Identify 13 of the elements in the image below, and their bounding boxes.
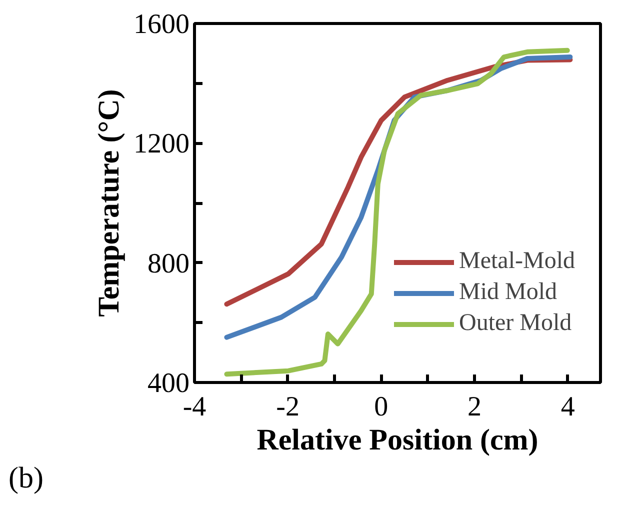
- y-tick-label: 800: [148, 248, 190, 280]
- y-tick-label: 1600: [134, 9, 190, 40]
- text: (b): [8, 462, 44, 494]
- x-tick-label: -2: [276, 392, 300, 422]
- y-tick-label: 1200: [134, 128, 190, 160]
- x-axis-title: Relative Position (cm): [256, 424, 538, 456]
- legend-label: Mid Mold: [459, 279, 558, 306]
- legend-label: Outer Mold: [459, 310, 572, 337]
- x-tick-label: 2: [468, 392, 482, 422]
- y-axis-title: Temperature (°C): [92, 89, 126, 317]
- x-tick-label: 0: [374, 392, 388, 422]
- x-tick-label: 4: [560, 392, 575, 422]
- legend-label: Metal-Mold: [459, 248, 575, 275]
